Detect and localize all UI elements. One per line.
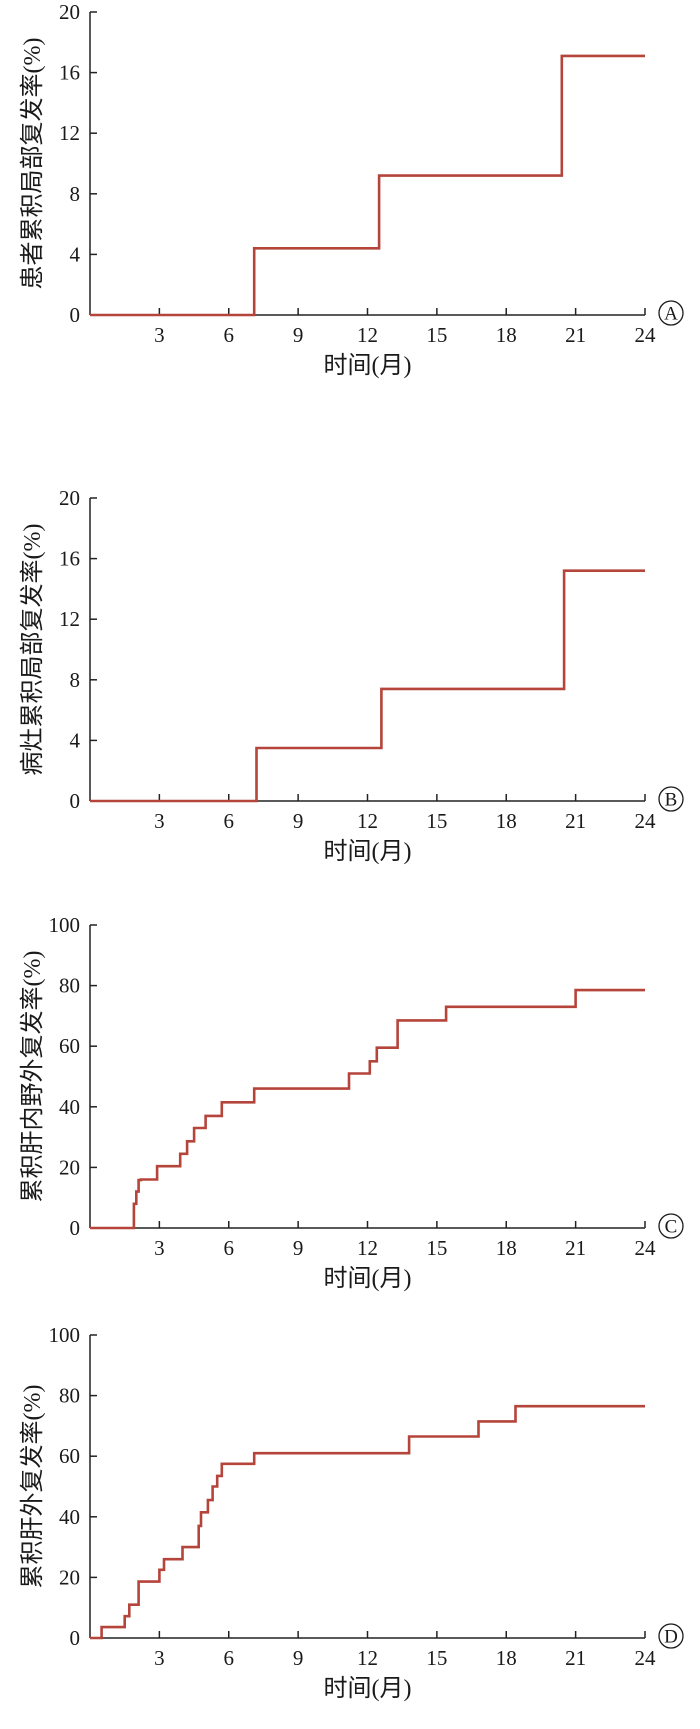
x-tick-label: 3 bbox=[154, 1646, 165, 1670]
x-tick-label: 15 bbox=[426, 323, 447, 347]
y-tick-label: 80 bbox=[59, 974, 80, 998]
y-tick-label: 20 bbox=[59, 0, 80, 24]
y-tick-label: 40 bbox=[59, 1095, 80, 1119]
x-tick-label: 18 bbox=[496, 323, 517, 347]
y-axis-title: 患者累积局部复发率(%) bbox=[19, 38, 46, 290]
x-tick-label: 15 bbox=[426, 1646, 447, 1670]
panel-label-letter: D bbox=[664, 1627, 678, 1648]
y-tick-label: 20 bbox=[59, 1155, 80, 1179]
x-tick-label: 24 bbox=[635, 1236, 657, 1260]
chart-panel-d: 0 20 40 60 80 100 3 6 9 12 15 18 21 24 时间(月) 累积肝外复发率(%)… bbox=[19, 1323, 684, 1702]
y-tick-label: 80 bbox=[59, 1384, 80, 1408]
y-tick-label: 0 bbox=[70, 1216, 81, 1240]
y-tick-label: 12 bbox=[59, 121, 80, 145]
y-tick-label: 60 bbox=[59, 1034, 80, 1058]
x-tick-label: 9 bbox=[293, 323, 304, 347]
x-tick-label: 6 bbox=[224, 323, 235, 347]
cumulative-recurrence-curve bbox=[90, 988, 645, 1230]
y-tick-label: 16 bbox=[59, 547, 80, 571]
x-tick-label: 9 bbox=[293, 1236, 304, 1260]
y-tick-label: 4 bbox=[70, 728, 81, 752]
x-tick-label: 9 bbox=[293, 809, 304, 833]
panel-label-circle bbox=[658, 300, 684, 326]
x-axis-title: 时间(月) bbox=[324, 838, 412, 865]
y-axis-title: 累积肝外复发率(%) bbox=[19, 1385, 46, 1589]
x-tick-label: 18 bbox=[496, 1236, 517, 1260]
y-tick-label: 100 bbox=[49, 913, 81, 937]
x-tick-label: 6 bbox=[224, 1646, 235, 1670]
x-tick-label: 3 bbox=[154, 323, 165, 347]
chart-panel-b: 0 4 8 12 16 20 3 6 9 12 15 18 21 24 时间(月) 病灶累积局部复发率(%) B bbox=[19, 486, 684, 865]
y-tick-label: 16 bbox=[59, 61, 80, 85]
x-tick-label: 24 bbox=[635, 1646, 657, 1670]
x-axis-title: 时间(月) bbox=[324, 1265, 412, 1292]
x-tick-label: 12 bbox=[357, 1236, 378, 1260]
x-tick-label: 6 bbox=[224, 809, 235, 833]
y-tick-label: 20 bbox=[59, 1565, 80, 1589]
y-tick-label: 0 bbox=[70, 1626, 81, 1650]
cumulative-recurrence-curve bbox=[90, 569, 645, 803]
x-tick-label: 18 bbox=[496, 809, 517, 833]
y-tick-label: 0 bbox=[70, 789, 81, 813]
x-tick-label: 6 bbox=[224, 1236, 235, 1260]
cumulative-recurrence-curve bbox=[90, 54, 645, 317]
panel-label-letter: A bbox=[664, 304, 678, 325]
y-tick-label: 8 bbox=[70, 182, 81, 206]
panel-label-a: A bbox=[658, 300, 684, 326]
panel-label-d: D bbox=[658, 1623, 684, 1649]
panel-label-letter: C bbox=[665, 1217, 678, 1238]
panel-label-b: B bbox=[658, 786, 684, 812]
y-axis-title: 病灶累积局部复发率(%) bbox=[19, 524, 46, 776]
y-axis-title: 累积肝内野外复发率(%) bbox=[19, 951, 46, 1203]
x-tick-label: 24 bbox=[635, 323, 657, 347]
cumulative-recurrence-curve bbox=[90, 1404, 645, 1640]
x-tick-label: 9 bbox=[293, 1646, 304, 1670]
x-tick-label: 3 bbox=[154, 1236, 165, 1260]
y-tick-label: 4 bbox=[70, 242, 81, 266]
x-tick-label: 21 bbox=[565, 1236, 586, 1260]
x-tick-label: 15 bbox=[426, 809, 447, 833]
panel-label-c: C bbox=[658, 1213, 684, 1239]
y-tick-label: 20 bbox=[59, 486, 80, 510]
x-tick-label: 21 bbox=[565, 1646, 586, 1670]
y-tick-label: 60 bbox=[59, 1444, 80, 1468]
y-tick-label: 12 bbox=[59, 607, 80, 631]
y-tick-label: 0 bbox=[70, 303, 81, 327]
y-tick-label: 8 bbox=[70, 668, 81, 692]
x-tick-label: 3 bbox=[154, 809, 165, 833]
panel-label-circle bbox=[658, 1623, 684, 1649]
chart-panel-a: 0 4 8 12 16 20 3 6 9 12 15 18 21 24 时间(月) 患者累积局部复发率(%) A bbox=[19, 0, 684, 379]
x-tick-label: 12 bbox=[357, 1646, 378, 1670]
x-tick-label: 12 bbox=[357, 323, 378, 347]
chart-panel-c: 0 20 40 60 80 100 3 6 9 12 15 18 21 24 时间(月) 累积肝内野外复发率(… bbox=[19, 913, 684, 1292]
y-tick-label: 100 bbox=[49, 1323, 81, 1347]
x-axis-title: 时间(月) bbox=[324, 352, 412, 379]
x-axis-title: 时间(月) bbox=[324, 1675, 412, 1702]
x-tick-label: 15 bbox=[426, 1236, 447, 1260]
y-tick-label: 40 bbox=[59, 1505, 80, 1529]
x-tick-label: 21 bbox=[565, 809, 586, 833]
panel-label-circle bbox=[658, 1213, 684, 1239]
x-tick-label: 24 bbox=[635, 809, 657, 833]
panel-label-letter: B bbox=[665, 790, 678, 811]
x-tick-label: 12 bbox=[357, 809, 378, 833]
x-tick-label: 21 bbox=[565, 323, 586, 347]
panel-label-circle bbox=[658, 786, 684, 812]
x-tick-label: 18 bbox=[496, 1646, 517, 1670]
